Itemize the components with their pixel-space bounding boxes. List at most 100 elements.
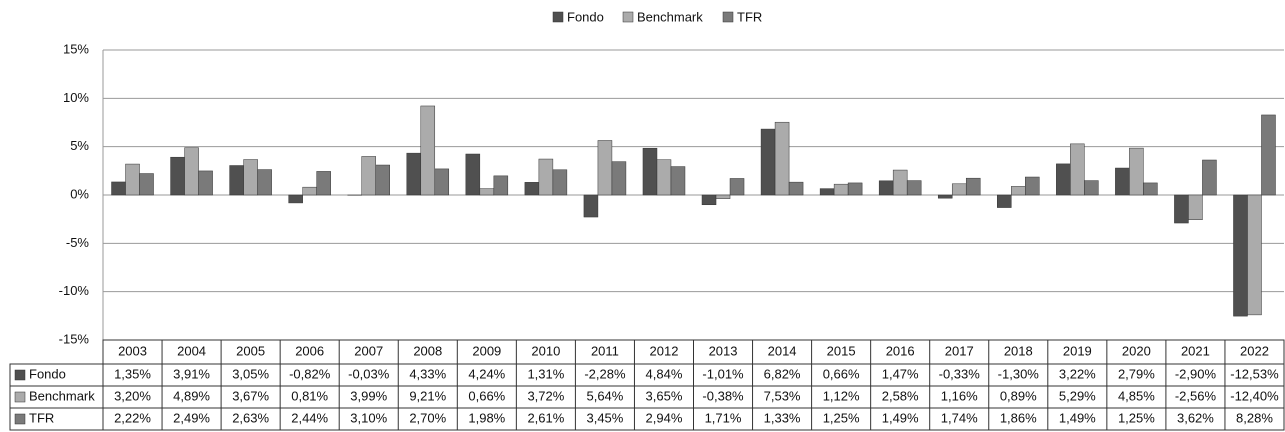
bar [906, 180, 922, 196]
table-swatch [14, 391, 26, 403]
bar [479, 188, 495, 196]
x-tick-label: 2020 [1122, 343, 1151, 358]
table-value: 2,70% [409, 410, 446, 425]
table-value: 2,94% [646, 410, 683, 425]
bar [1174, 194, 1189, 224]
legend-label: Benchmark [637, 9, 703, 24]
bar [833, 183, 849, 196]
y-tick-label: 15% [63, 41, 89, 56]
table-value: 3,72% [527, 388, 564, 403]
table-value: 1,31% [527, 366, 564, 381]
table-value: 0,66% [468, 388, 505, 403]
table-value: 3,99% [350, 388, 387, 403]
bar [139, 173, 154, 196]
table-value: 8,28% [1236, 410, 1273, 425]
y-tick-label: -10% [59, 283, 90, 298]
table-value: 0,89% [1000, 388, 1037, 403]
x-tick-label: 2021 [1181, 343, 1210, 358]
bar [406, 152, 422, 196]
table-value: 1,71% [705, 410, 742, 425]
bar [715, 194, 731, 199]
bar [1188, 194, 1203, 220]
bar [729, 178, 745, 196]
table-value: -0,38% [702, 388, 744, 403]
bar [1143, 182, 1158, 196]
table-value: 3,65% [646, 388, 683, 403]
bar [170, 156, 185, 196]
table-value: 2,49% [173, 410, 210, 425]
bar [597, 140, 613, 196]
table-row-label: TFR [29, 410, 54, 425]
table-value: 0,81% [291, 388, 328, 403]
bar [288, 194, 303, 204]
x-tick-label: 2009 [472, 343, 501, 358]
table-value: 2,79% [1118, 366, 1155, 381]
x-tick-label: 2006 [295, 343, 324, 358]
bar [434, 168, 450, 196]
x-tick-label: 2007 [354, 343, 383, 358]
y-tick-label: 0% [70, 186, 89, 201]
table-value: 1,25% [823, 410, 860, 425]
table-value: 1,12% [823, 388, 860, 403]
bar [788, 181, 804, 196]
x-tick-label: 2005 [236, 343, 265, 358]
table-value: 3,20% [114, 388, 151, 403]
table-value: -2,28% [584, 366, 626, 381]
bar [951, 183, 967, 196]
table-value: 3,62% [1177, 410, 1214, 425]
table-value: -2,90% [1175, 366, 1217, 381]
table-value: 1,47% [882, 366, 919, 381]
bar [198, 170, 213, 196]
table-value: 4,85% [1118, 388, 1155, 403]
table-value: -0,82% [289, 366, 331, 381]
legend-swatch [622, 11, 634, 23]
bar [111, 181, 126, 196]
x-tick-label: 2003 [118, 343, 147, 358]
x-tick-label: 2011 [591, 343, 619, 358]
table-value: 2,63% [232, 410, 269, 425]
table-value: -1,30% [998, 366, 1040, 381]
bar [538, 158, 554, 196]
bar [1115, 167, 1130, 196]
legend-swatch [552, 11, 564, 23]
bar [361, 156, 376, 196]
y-tick-label: 5% [70, 138, 89, 153]
table-value: -1,01% [702, 366, 744, 381]
table-value: 2,61% [527, 410, 564, 425]
x-tick-label: 2022 [1240, 343, 1269, 358]
x-tick-label: 2019 [1063, 343, 1092, 358]
table-value: 6,82% [764, 366, 801, 381]
table-value: -2,56% [1175, 388, 1217, 403]
table-value: 5,64% [586, 388, 623, 403]
bar [1129, 147, 1144, 196]
bar [937, 194, 953, 199]
table-row [9, 407, 1285, 431]
table-value: 4,89% [173, 388, 210, 403]
table-value: 3,91% [173, 366, 210, 381]
table-value: 1,74% [941, 410, 978, 425]
bar [316, 171, 331, 196]
bar [701, 194, 717, 206]
y-tick-label: 10% [63, 90, 89, 105]
table-value: 3,05% [232, 366, 269, 381]
table-swatch [14, 369, 26, 381]
table-value: 3,22% [1059, 366, 1096, 381]
bar [524, 182, 540, 196]
table-value: 4,24% [468, 366, 505, 381]
bar [878, 180, 894, 196]
x-tick-label: 2018 [1004, 343, 1033, 358]
bar [892, 169, 908, 196]
table-value: 1,33% [764, 410, 801, 425]
x-tick-label: 2010 [531, 343, 560, 358]
x-tick-label: 2012 [650, 343, 679, 358]
table-value: 1,86% [1000, 410, 1037, 425]
y-tick-label: -5% [66, 235, 90, 250]
x-tick-label: 2016 [886, 343, 915, 358]
x-tick-label: 2017 [945, 343, 974, 358]
table-value: 9,21% [409, 388, 446, 403]
legend-swatch [722, 11, 734, 23]
bar [847, 182, 863, 196]
table-value: 4,33% [409, 366, 446, 381]
table-swatch [14, 413, 26, 425]
table-row-label: Fondo [29, 366, 66, 381]
